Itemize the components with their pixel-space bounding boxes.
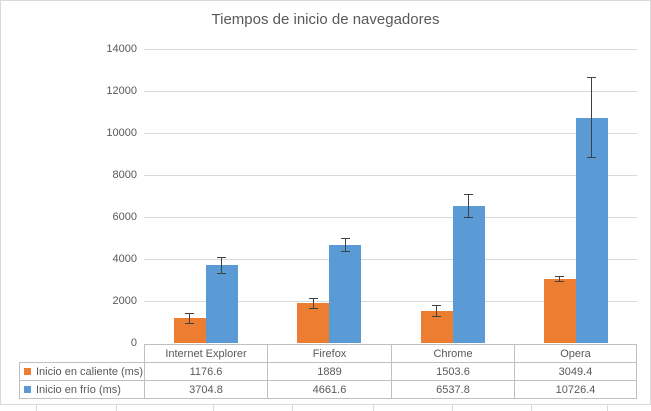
bar-caliente-opera [543,278,576,343]
error-bar-caliente-firefox [312,298,314,309]
error-bar-frio-chrome-cap-top [464,193,473,195]
error-bar-caliente-opera [559,276,560,282]
error-bar-caliente-opera-cap-top [555,275,564,277]
error-bar-caliente-opera-cap-bottom [555,280,564,282]
error-bar-frio-opera-cap-bottom [587,157,596,159]
gridline [144,216,637,218]
error-bar-frio-opera-cap-top [587,77,596,79]
value-cell-frio-internet-explorer: 3704.8 [144,380,267,399]
gridline [144,174,637,176]
error-bar-caliente-firefox-cap-bottom [308,307,318,309]
error-bar-caliente-chrome-cap-bottom [432,316,441,318]
series-label-text: Inicio en caliente (ms) [36,365,143,378]
spreadsheet-column-tick [452,405,453,411]
spreadsheet-column-tick [292,405,293,411]
error-bar-frio-firefox-cap-bottom [340,251,350,253]
bar-frio-firefox [329,245,361,343]
gridline [144,48,637,50]
y-axis-label: 0 [130,337,137,349]
value-cell-caliente-opera: 3049.4 [514,362,637,380]
error-bar-caliente-firefox-cap-top [308,297,318,299]
bar-frio-chrome [452,205,485,343]
y-axis-label: 8000 [112,169,137,181]
gridline [144,300,637,302]
error-bar-frio-internet-explorer-cap-bottom [217,272,226,274]
spreadsheet-column-tick [607,405,608,411]
error-bar-frio-internet-explorer [221,257,222,274]
error-bar-frio-opera [591,77,592,158]
series-label-cell-caliente: Inicio en caliente (ms) [19,362,144,380]
bar-frio-internet-explorer [205,265,238,343]
error-bar-caliente-internet-explorer-cap-top [185,312,194,314]
error-bar-frio-internet-explorer-cap-top [217,256,226,258]
error-bar-caliente-internet-explorer-cap-bottom [185,322,194,324]
gridline [144,258,637,260]
legend-key-caliente [24,368,31,375]
error-bar-frio-chrome [468,194,469,218]
error-bar-caliente-internet-explorer [189,313,190,324]
category-header-cell-firefox: Firefox [267,344,391,362]
legend-key-frio [24,386,31,393]
value-cell-frio-chrome: 6537.8 [391,380,514,399]
error-bar-frio-firefox [344,238,346,252]
value-cell-caliente-chrome: 1503.6 [391,362,514,380]
spreadsheet-column-tick [36,405,37,411]
category-header-cell-chrome: Chrome [391,344,514,362]
error-bar-frio-firefox-cap-top [340,238,350,240]
error-bar-caliente-chrome-cap-top [432,305,441,307]
spreadsheet-column-tick [116,405,117,411]
y-axis-label: 14000 [106,43,137,55]
spreadsheet-column-tick [213,405,214,411]
error-bar-frio-chrome-cap-bottom [464,216,473,218]
category-header-cell-internet-explorer: Internet Explorer [144,344,267,362]
y-axis-label: 6000 [112,211,137,223]
gridline [144,132,637,134]
chart-title: Tiempos de inicio de navegadores [211,11,440,28]
value-cell-frio-firefox: 4661.6 [267,380,391,399]
spreadsheet-column-tick [373,405,374,411]
value-cell-caliente-internet-explorer: 1176.6 [144,362,267,380]
series-label-cell-frio: Inicio en frío (ms) [19,380,144,399]
y-axis-label: 10000 [106,127,137,139]
series-label-text: Inicio en frío (ms) [36,383,121,396]
category-header-cell-opera: Opera [514,344,637,362]
error-bar-caliente-chrome [436,305,437,317]
y-axis-label: 4000 [112,253,137,265]
y-axis-label: 2000 [112,295,137,307]
value-cell-caliente-firefox: 1889 [267,362,391,380]
y-axis-label: 12000 [106,85,137,97]
bar-caliente-firefox [297,303,329,343]
value-cell-frio-opera: 10726.4 [514,380,637,399]
spreadsheet-column-tick [531,405,532,411]
gridline [144,90,637,92]
